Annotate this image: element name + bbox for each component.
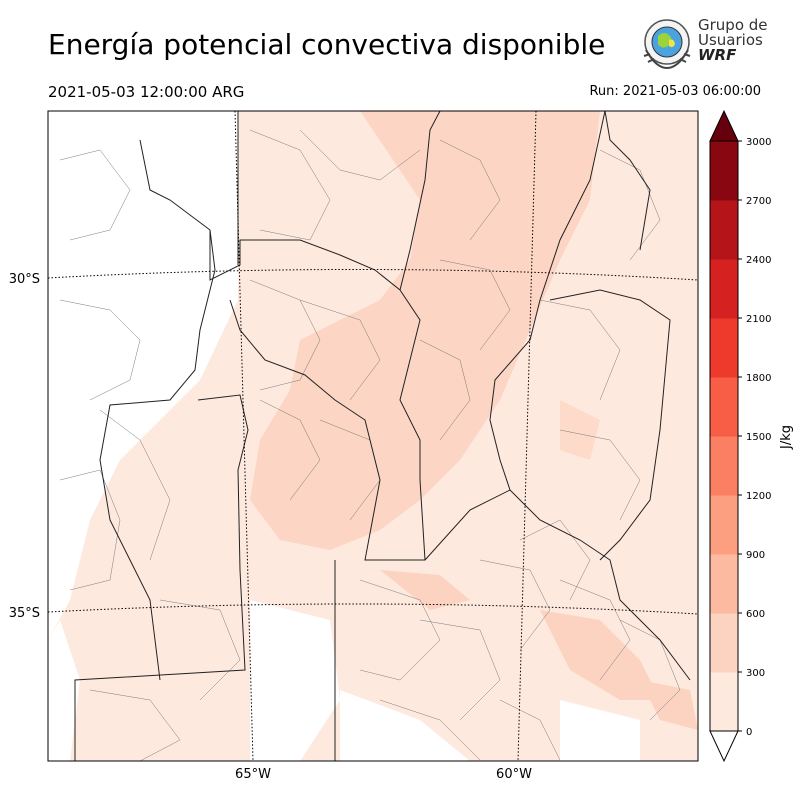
lon-label-60: 60°W	[496, 767, 532, 782]
colorbar-unit: J/kg	[779, 425, 794, 450]
colorbar-tick-label: 2100	[746, 314, 771, 325]
colorbar-tick-label: 0	[746, 727, 752, 738]
colorbar-bin	[710, 495, 738, 555]
colorbar-bin	[710, 672, 738, 732]
map-title: Energía potencial convectiva disponible	[48, 28, 606, 61]
colorbar: 0 300 600 900 1200 1500 1800 2100 2400 2700 3000	[709, 109, 771, 763]
colorbar-tick-label: 3000	[746, 137, 771, 148]
colorbar-tick-label: 1500	[746, 432, 771, 443]
colorbar-bin	[710, 318, 738, 378]
colorbar-under-extend	[709, 730, 739, 763]
logo-line1: Grupo de	[698, 16, 768, 34]
colorbar-bin	[710, 259, 738, 319]
colorbar-bin	[710, 613, 738, 673]
colorbar-over-extend	[709, 109, 739, 142]
colorbar-tick-label: 1800	[746, 373, 771, 384]
map-panel	[48, 111, 698, 761]
colorbar-bin	[710, 554, 738, 614]
colorbar-bin	[710, 377, 738, 437]
lat-label-35: 35°S	[9, 606, 40, 621]
map-frame	[47, 110, 699, 762]
colorbar-tick-label: 2400	[746, 255, 771, 266]
logo-line3: WRF	[698, 46, 737, 64]
logo-line2: Usuarios	[698, 31, 763, 49]
colorbar-bin	[710, 436, 738, 496]
colorbar-tick-label: 300	[746, 668, 765, 679]
graticule	[48, 111, 698, 761]
valid-time: 2021-05-03 12:00:00 ARG	[48, 83, 245, 101]
colorbar-tick-label: 900	[746, 550, 765, 561]
colorbar-tick-label: 600	[746, 609, 765, 620]
colorbar-bin	[710, 141, 738, 201]
lat-label-30: 30°S	[9, 272, 40, 287]
lon-label-65: 65°W	[235, 767, 271, 782]
colorbar-bin	[710, 200, 738, 260]
colorbar-tick-label: 2700	[746, 196, 771, 207]
globe-emblem-icon	[643, 19, 691, 70]
department-boundaries	[59, 129, 681, 761]
run-time: Run: 2021-05-03 06:00:00	[589, 84, 761, 99]
logo: Grupo de Usuarios WRF	[638, 16, 768, 76]
province-boundaries	[74, 111, 691, 761]
colorbar-tick-label: 1200	[746, 491, 771, 502]
